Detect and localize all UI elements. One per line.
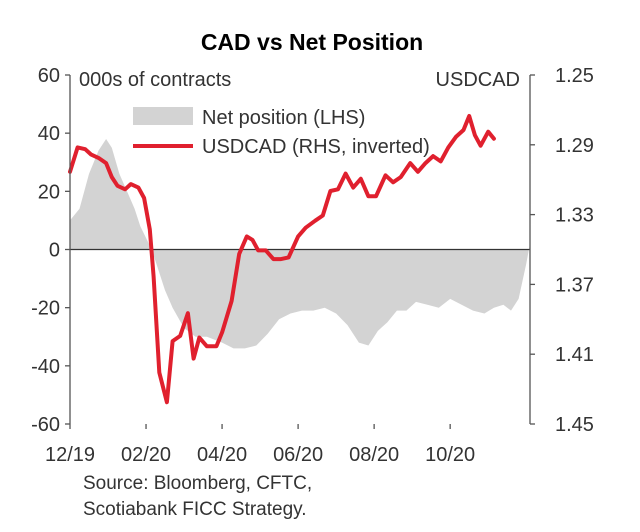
series-usdcad-line [68,114,496,405]
left-axis-tick-label: -60 [31,414,60,436]
right-axis-tick-label: 1.29 [555,135,594,157]
source-line-1: Source: Bloomberg, CFTC, [83,473,312,494]
x-axis-tick-label: 04/20 [197,444,247,466]
right-axis-tick-label: 1.41 [555,344,594,366]
legend-swatch-net-position [133,107,193,125]
left-axis-tick-label: 20 [38,181,60,203]
left-axis-tick-label: -40 [31,356,60,378]
legend-label-net-position: Net position (LHS) [202,107,365,129]
x-axis-tick-label: 08/20 [349,444,399,466]
axes: 60 40 20 0 -20 -40 -60 1.25 1.29 1.33 1.37 1.41 1.45… [31,65,594,466]
left-axis-tick-label: -20 [31,298,60,320]
x-axis-tick-label: 10/20 [425,444,475,466]
right-axis-tick-label: 1.33 [555,205,594,227]
plot-area [68,114,530,405]
left-axis-unit-label: 000s of contracts [79,69,231,91]
x-axis-tick-label: 02/20 [121,444,171,466]
x-axis-tick-label: 06/20 [273,444,323,466]
legend-label-usdcad: USDCAD (RHS, inverted) [202,136,430,158]
series-net-position-area [70,139,530,349]
right-axis-tick-label: 1.37 [555,274,594,296]
left-axis-tick-label: 0 [49,240,60,262]
x-axis-tick-label: 12/19 [45,444,95,466]
source-line-2: Scotiabank FICC Strategy. [83,499,307,520]
chart-title: CAD vs Net Position [201,29,423,55]
right-axis-tick-label: 1.25 [555,65,594,87]
left-axis-tick-label: 40 [38,123,60,145]
right-axis-unit-label: USDCAD [436,69,520,91]
left-axis-tick-label: 60 [38,65,60,87]
right-axis-tick-label: 1.45 [555,414,594,436]
legend: Net position (LHS) USDCAD (RHS, inverted… [133,107,430,158]
